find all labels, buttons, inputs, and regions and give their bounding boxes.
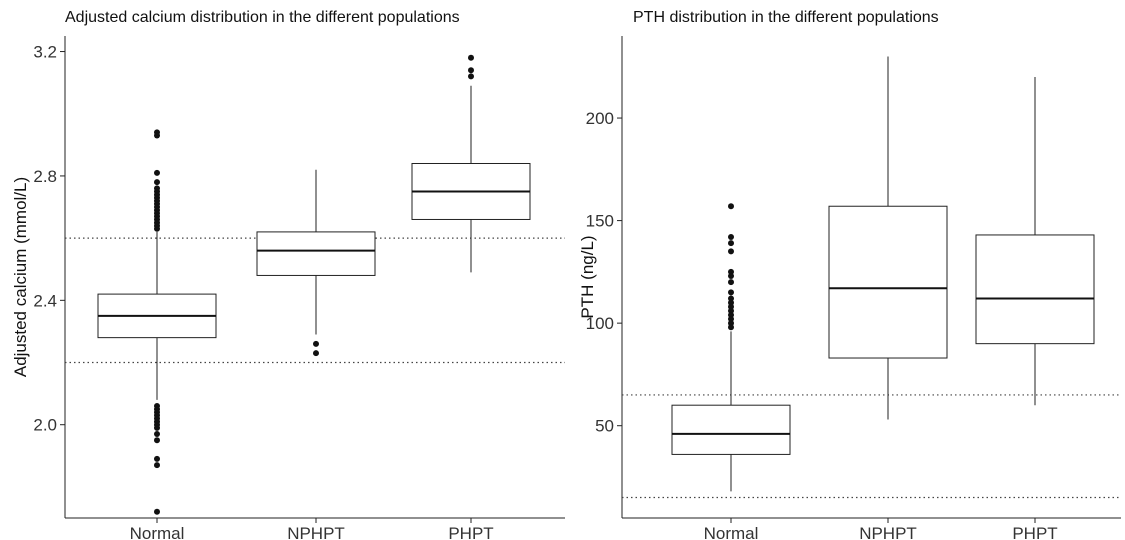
chart-title: PTH distribution in the different popula… (633, 9, 939, 26)
calcium-chart-panel: Adjusted calcium distribution in the dif… (11, 9, 565, 540)
outlier-point (728, 234, 734, 241)
outlier-point (154, 508, 160, 515)
outlier-point (468, 54, 474, 61)
y-tick-label: 150 (586, 212, 614, 231)
pth-boxplot: 50 100 150 200 PTH (ng/L) Normal NPHPT PHPT (578, 36, 1121, 540)
chart-title: Adjusted calcium distribution in the dif… (65, 9, 460, 26)
y-tick-label: 2.8 (33, 167, 57, 186)
y-axis-label: Adjusted calcium (mmol/L) (11, 177, 30, 377)
x-tick-label: PHPT (1012, 524, 1057, 540)
outlier-point (313, 340, 319, 347)
outlier-point (728, 299, 734, 306)
y-tick-label: 200 (586, 109, 614, 128)
x-tick-label: PHPT (448, 524, 493, 540)
outlier-point (728, 203, 734, 210)
outlier-point (728, 311, 734, 318)
outlier-point (154, 169, 160, 176)
y-tick-label: 3.2 (33, 43, 57, 62)
outlier-point (728, 303, 734, 310)
calcium-boxplot: 2.0 2.4 2.8 3.2 Adjusted calcium (mmol/L) Nor… (11, 36, 565, 540)
box-iqr (671, 404, 791, 455)
outlier-point (728, 295, 734, 302)
outlier-point (468, 73, 474, 80)
outlier-point (468, 67, 474, 74)
outlier-point (154, 462, 160, 469)
outlier-point (154, 437, 160, 444)
outlier-point (154, 424, 160, 431)
y-tick-label: 2.0 (33, 416, 57, 435)
outlier-point (728, 307, 734, 314)
pth-chart-panel: PTH distribution in the different popula… (570, 0, 1125, 540)
box-iqr (256, 231, 376, 276)
outlier-point (154, 179, 160, 186)
box-iqr (975, 234, 1095, 345)
outlier-point (154, 225, 160, 232)
outlier-point (728, 316, 734, 323)
x-tick-label: NPHPT (859, 524, 917, 540)
outlier-point (728, 320, 734, 327)
x-tick-label: Normal (704, 524, 759, 540)
outlier-point (154, 455, 160, 462)
y-tick-label: 2.4 (33, 291, 57, 310)
y-tick-label: 50 (595, 417, 614, 436)
box-iqr (828, 205, 948, 359)
x-tick-label: Normal (130, 524, 185, 540)
outlier-point (154, 431, 160, 438)
outlier-point (728, 289, 734, 296)
outlier-point (728, 279, 734, 286)
outlier-point (728, 240, 734, 247)
y-axis-label: PTH (ng/L) (578, 235, 597, 318)
outlier-point (154, 132, 160, 139)
outlier-point (728, 272, 734, 279)
outlier-point (728, 248, 734, 255)
outlier-point (313, 350, 319, 357)
x-tick-label: NPHPT (287, 524, 345, 540)
y-tick-label: 100 (586, 314, 614, 333)
outlier-point (728, 268, 734, 275)
outlier-point (728, 324, 734, 331)
